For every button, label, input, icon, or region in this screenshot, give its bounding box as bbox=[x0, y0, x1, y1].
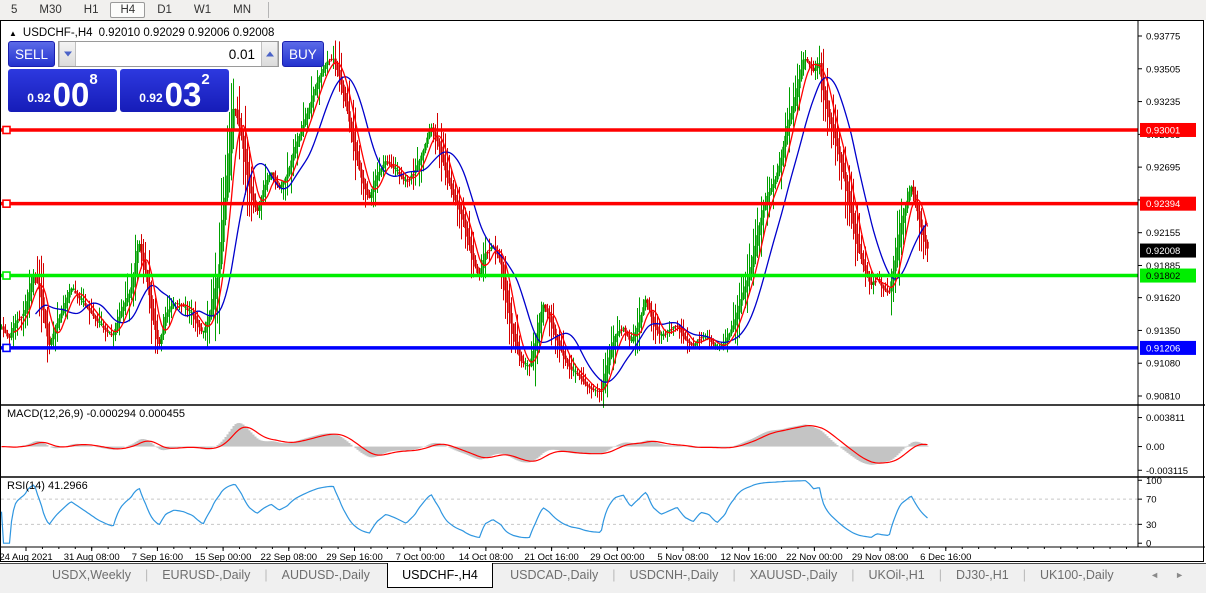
period-w1-button[interactable]: W1 bbox=[193, 4, 212, 16]
svg-text:22 Nov 00:00: 22 Nov 00:00 bbox=[786, 552, 843, 563]
triangle-down-icon bbox=[63, 51, 72, 57]
svg-text:0.91802: 0.91802 bbox=[1146, 271, 1180, 282]
tab-ukoil-h1[interactable]: UKOil-,H1 bbox=[868, 568, 925, 582]
tab-usdcnh-daily[interactable]: USDCNH-,Daily bbox=[629, 568, 719, 582]
tab-separator: | bbox=[264, 568, 268, 582]
svg-text:0.93505: 0.93505 bbox=[1146, 64, 1180, 75]
chart-tab-bar: USDX,Weekly | EURUSD-,Daily | AUDUSD-,Da… bbox=[0, 563, 1206, 593]
svg-text:0.91885: 0.91885 bbox=[1146, 261, 1180, 272]
svg-text:0: 0 bbox=[1146, 539, 1151, 550]
tab-separator: | bbox=[732, 568, 736, 582]
period-d1-button[interactable]: D1 bbox=[157, 4, 172, 16]
svg-text:0.93001: 0.93001 bbox=[1146, 125, 1180, 136]
title-collapse-icon[interactable]: ▲ bbox=[9, 28, 17, 38]
svg-text:29 Nov 08:00: 29 Nov 08:00 bbox=[852, 552, 909, 563]
svg-text:0.91350: 0.91350 bbox=[1146, 326, 1180, 337]
svg-text:0.92155: 0.92155 bbox=[1146, 228, 1180, 239]
svg-text:24 Aug 2021: 24 Aug 2021 bbox=[1, 552, 53, 563]
volume-increase-button[interactable] bbox=[261, 42, 279, 66]
svg-text:7 Oct 00:00: 7 Oct 00:00 bbox=[396, 552, 445, 563]
sell-button[interactable]: SELL bbox=[8, 41, 56, 67]
tab-separator: | bbox=[144, 568, 149, 582]
svg-text:22 Sep 08:00: 22 Sep 08:00 bbox=[261, 552, 318, 563]
svg-text:100: 100 bbox=[1146, 476, 1162, 487]
svg-text:6 Dec 16:00: 6 Dec 16:00 bbox=[920, 552, 971, 563]
tab-scroll-left-icon[interactable]: ◄ bbox=[1150, 570, 1160, 580]
svg-text:21 Oct 16:00: 21 Oct 16:00 bbox=[524, 552, 578, 563]
svg-text:0.90810: 0.90810 bbox=[1146, 392, 1180, 403]
period-h1-button[interactable]: H1 bbox=[83, 4, 99, 16]
svg-text:31 Aug 08:00: 31 Aug 08:00 bbox=[64, 552, 120, 563]
svg-text:70: 70 bbox=[1146, 495, 1157, 506]
tab-usdchf-h4[interactable]: USDCHF-,H4 bbox=[387, 563, 493, 588]
svg-text:-0.003115: -0.003115 bbox=[1146, 466, 1188, 477]
svg-text:0.92008: 0.92008 bbox=[1146, 246, 1180, 257]
svg-text:14 Oct 08:00: 14 Oct 08:00 bbox=[459, 552, 513, 563]
tab-usdcad-daily[interactable]: USDCAD-,Daily bbox=[510, 568, 599, 582]
svg-text:12 Nov 16:00: 12 Nov 16:00 bbox=[720, 552, 777, 563]
period-mn-button[interactable]: MN bbox=[233, 4, 252, 16]
tab-separator: | bbox=[938, 568, 942, 582]
tab-separator: | bbox=[1022, 568, 1027, 582]
svg-text:0.92695: 0.92695 bbox=[1146, 163, 1180, 174]
buy-price-pip: 2 bbox=[201, 71, 210, 88]
chart-symbol-label: USDCHF-,H4 bbox=[22, 27, 93, 39]
period-m5-button[interactable]: 5 bbox=[11, 4, 18, 16]
tab-xauusd-daily[interactable]: XAUUSD-,Daily bbox=[749, 568, 838, 582]
tab-scroll-right-icon[interactable]: ► bbox=[1175, 570, 1184, 580]
sell-price-box[interactable]: 0.92 00 8 bbox=[8, 69, 117, 112]
chart-window: 0.937750.935050.932350.929650.926950.924… bbox=[0, 20, 1205, 563]
buy-price-box[interactable]: 0.92 03 2 bbox=[120, 69, 229, 112]
tab-separator: | bbox=[612, 568, 616, 582]
svg-text:0.003811: 0.003811 bbox=[1146, 413, 1185, 424]
svg-text:5 Nov 08:00: 5 Nov 08:00 bbox=[657, 552, 708, 563]
volume-decrease-button[interactable] bbox=[59, 42, 77, 66]
rsi-indicator-label: RSI(14) 41.2966 bbox=[7, 480, 88, 492]
volume-spinner bbox=[58, 41, 280, 67]
buy-price-digits: 03 bbox=[164, 75, 202, 113]
tab-audusd-daily[interactable]: AUDUSD-,Daily bbox=[281, 568, 370, 582]
sell-price-pip: 8 bbox=[89, 71, 98, 88]
svg-text:30: 30 bbox=[1146, 520, 1157, 531]
sell-price-digits: 00 bbox=[52, 75, 90, 113]
svg-text:29 Sep 16:00: 29 Sep 16:00 bbox=[326, 552, 383, 563]
price-chart-canvas[interactable]: 0.937750.935050.932350.929650.926950.924… bbox=[1, 21, 1205, 563]
svg-text:0.93235: 0.93235 bbox=[1146, 97, 1180, 108]
triangle-up-icon bbox=[265, 51, 274, 57]
period-h4-button[interactable]: H4 bbox=[110, 2, 146, 18]
tab-eurusd-daily[interactable]: EURUSD-,Daily bbox=[162, 568, 251, 582]
svg-text:15 Sep 00:00: 15 Sep 00:00 bbox=[195, 552, 252, 563]
tab-uk100-daily[interactable]: UK100-,Daily bbox=[1040, 568, 1114, 582]
svg-text:0.91080: 0.91080 bbox=[1146, 359, 1180, 370]
buy-button[interactable]: BUY bbox=[282, 41, 324, 67]
chart-title: ▲ USDCHF-,H4 0.92010 0.92029 0.92006 0.9… bbox=[9, 27, 274, 39]
tab-scrollers: ◄ ► bbox=[1150, 564, 1206, 580]
sell-price-prefix: 0.92 bbox=[27, 91, 51, 105]
period-m30-button[interactable]: M30 bbox=[39, 4, 62, 16]
period-toolbar: 5 M30 H1 H4 D1 W1 MN bbox=[0, 0, 1206, 20]
tab-usdx-weekly[interactable]: USDX,Weekly bbox=[52, 568, 131, 582]
svg-text:0.92394: 0.92394 bbox=[1146, 199, 1180, 210]
volume-input[interactable] bbox=[76, 42, 262, 66]
tab-separator: | bbox=[851, 568, 855, 582]
one-click-trading-panel: SELL BUY 0.92 00 8 0.92 03 2 bbox=[8, 41, 324, 112]
tab-dj30-h1[interactable]: DJ30-,H1 bbox=[955, 568, 1009, 582]
svg-text:0.91206: 0.91206 bbox=[1146, 343, 1180, 354]
buy-price-prefix: 0.92 bbox=[139, 91, 163, 105]
macd-indicator-label: MACD(12,26,9) -0.000294 0.000455 bbox=[7, 408, 185, 420]
svg-text:0.00: 0.00 bbox=[1146, 442, 1165, 453]
toolbar-separator bbox=[268, 2, 270, 18]
svg-text:0.93775: 0.93775 bbox=[1146, 32, 1180, 43]
svg-text:7 Sep 16:00: 7 Sep 16:00 bbox=[132, 552, 183, 563]
svg-text:0.91620: 0.91620 bbox=[1146, 293, 1180, 304]
chart-ohlc-values: 0.92010 0.92029 0.92006 0.92008 bbox=[98, 27, 275, 39]
svg-text:29 Oct 00:00: 29 Oct 00:00 bbox=[590, 552, 644, 563]
